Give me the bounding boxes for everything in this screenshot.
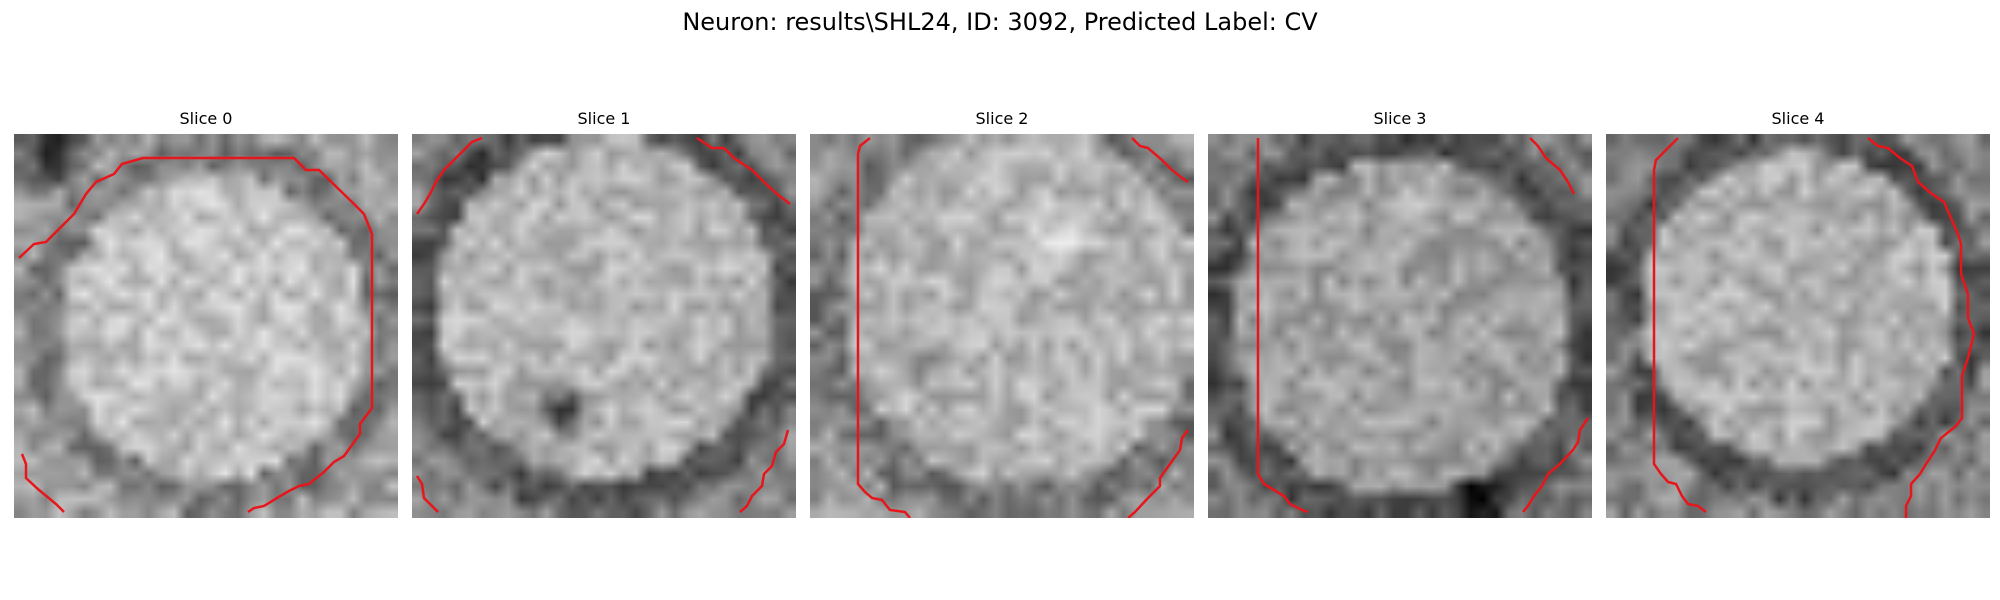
contour-line [1131,137,1189,184]
contour-line [856,137,911,518]
slice-image-4 [1606,134,1990,518]
roi-contour-0 [18,156,374,514]
slice-title-4: Slice 4 [1771,109,1825,128]
slice-image-3 [1208,134,1592,518]
contour-line [415,136,483,215]
slice-title-1: Slice 1 [577,109,631,128]
slice-image-1 [412,134,796,518]
roi-contour-4 [1652,137,1976,518]
figure-title: Neuron: results\SHL24, ID: 3092, Predict… [682,8,1318,36]
roi-contour-1 [415,136,791,513]
contour-line [415,475,439,513]
slice-title-0: Slice 0 [179,109,233,128]
slice-panel-4: Slice 4 [1606,108,1990,518]
contour-line [18,156,374,514]
slice-panel-2: Slice 2 [810,108,1194,518]
contour-line [1522,417,1590,513]
contour-line [1127,429,1189,518]
contour-line [739,429,790,513]
contour-line [1867,137,1976,518]
contour-line [20,453,65,513]
contour-line [696,136,791,205]
contour-line [1256,138,1309,514]
slice-panel-3: Slice 3 [1208,108,1592,518]
slice-title-2: Slice 2 [975,109,1029,128]
contour-line [1529,137,1576,195]
contour-line [1652,137,1707,513]
slice-title-3: Slice 3 [1373,109,1427,128]
slice-panel-1: Slice 1 [412,108,796,518]
roi-contour-2 [856,137,1189,518]
slice-image-2 [810,134,1194,518]
slice-image-0 [14,134,398,518]
slice-panel-0: Slice 0 [14,108,398,518]
roi-contour-3 [1256,137,1590,514]
